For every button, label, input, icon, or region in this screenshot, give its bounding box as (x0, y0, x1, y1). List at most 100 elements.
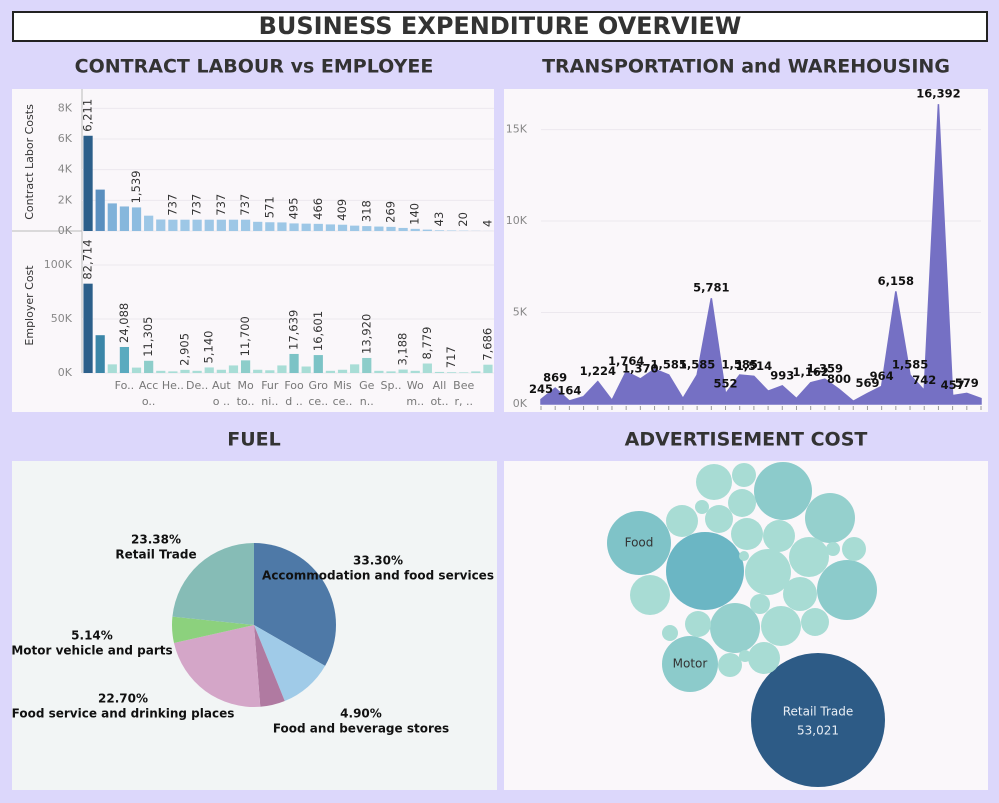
x-label-box: Acc o.. (136, 378, 162, 412)
data-label: 993 (770, 368, 794, 382)
chart-title: FUEL (227, 429, 281, 451)
bar (108, 364, 117, 373)
bar (205, 367, 214, 373)
bar (193, 371, 202, 373)
bar (96, 335, 105, 373)
data-label: 23.38% (131, 533, 181, 547)
bubble (666, 532, 744, 610)
x-tick-label: Mo to.. (233, 378, 259, 410)
data-label: 2,905 (178, 333, 192, 366)
bar (302, 367, 311, 373)
bar (96, 190, 105, 231)
data-label: 16,601 (311, 311, 325, 351)
data-label: 16,392 (916, 87, 960, 101)
x-label-box: Fur ni.. (257, 378, 283, 412)
data-label: 17,639 (287, 310, 301, 350)
data-label: 571 (262, 196, 276, 218)
bar (447, 372, 456, 373)
data-label: 1,514 (736, 359, 772, 373)
data-label: 964 (870, 369, 894, 383)
bar (459, 372, 468, 373)
bubble (750, 594, 770, 614)
y-tick-label: 6K (58, 132, 73, 145)
data-label: 13,920 (359, 314, 373, 354)
data-label: 22.70% (98, 692, 148, 706)
data-label: 20 (456, 212, 470, 227)
data-label: 737 (190, 194, 204, 216)
bar (386, 227, 395, 231)
data-label: 82,714 (81, 239, 95, 279)
slice-label: Food and beverage stores (273, 722, 449, 736)
data-label: 269 (384, 201, 398, 223)
bar (168, 371, 177, 373)
x-label-box: Mo to.. (233, 378, 259, 412)
bubble (842, 537, 866, 561)
bubble (763, 520, 795, 552)
bar (326, 371, 335, 373)
bubble (789, 537, 829, 577)
bubble (817, 560, 877, 620)
data-label: 24,088 (117, 303, 131, 343)
x-tick-label: Sp.. (378, 378, 404, 394)
slice-label: Retail Trade (115, 548, 196, 562)
bar (156, 220, 165, 232)
x-label-box: All ot.. (426, 378, 452, 412)
x-tick-label: Fo.. (111, 378, 137, 394)
slice-label: Food service and drinking places (12, 707, 235, 721)
chart-title: TRANSPORTATION and WAREHOUSING (542, 56, 950, 78)
bar (399, 228, 408, 231)
data-label: 495 (287, 197, 301, 219)
bar (338, 370, 347, 373)
data-label: 164 (557, 383, 581, 397)
bar (156, 371, 165, 373)
x-label-box: Ge n.. (354, 378, 380, 412)
data-label: 5,140 (202, 331, 216, 364)
bar (193, 220, 202, 231)
data-label: 5.14% (71, 629, 113, 643)
data-label: 33.30% (353, 554, 403, 568)
dashboard-title: BUSINESS EXPENDITURE OVERVIEW (259, 12, 742, 40)
bar (326, 224, 335, 231)
bar (338, 225, 347, 231)
data-label: 3,188 (396, 333, 410, 366)
bar (265, 370, 274, 373)
bar (120, 206, 129, 231)
slice-label: Motor vehicle and parts (11, 644, 172, 658)
data-label: 7,686 (480, 328, 494, 361)
bubble (685, 611, 711, 637)
data-label: 1,585 (679, 358, 715, 372)
x-label-box: Gro ce.. (305, 378, 331, 412)
x-tick-label: Wo m.. (402, 378, 428, 410)
bar (435, 230, 444, 231)
bubble (739, 551, 749, 561)
x-tick-label: Acc o.. (136, 378, 162, 410)
bubble (705, 505, 733, 533)
bubble (751, 653, 885, 787)
bar (241, 220, 250, 231)
bubble (783, 577, 817, 611)
x-label-box: Fo.. (111, 378, 137, 412)
bar (277, 365, 286, 373)
bar (314, 224, 323, 231)
data-label: 1,585 (892, 358, 928, 372)
x-tick-label: Fur ni.. (257, 378, 283, 410)
data-label: 140 (408, 203, 422, 225)
bubble (754, 462, 812, 520)
chart-title: CONTRACT LABOUR vs EMPLOYEE (75, 56, 434, 78)
bar (83, 284, 92, 373)
x-tick-label: De.. (184, 378, 210, 394)
bubble-label: Motor (673, 657, 708, 671)
data-label: 717 (444, 346, 458, 368)
y-axis-label: Employer Cost (23, 265, 36, 346)
data-label: 11,305 (141, 317, 155, 357)
x-tick-label: He.. (160, 378, 186, 394)
y-axis-label: Contract Labor Costs (23, 104, 36, 220)
x-label-box: Sp.. (378, 378, 404, 412)
bar (83, 136, 92, 231)
bubble (718, 653, 742, 677)
x-label-box: Aut o .. (208, 378, 234, 412)
data-label: 5,781 (693, 281, 729, 295)
y-tick-label: 10K (506, 214, 528, 227)
bar (180, 220, 189, 231)
data-label: 43 (432, 212, 446, 227)
